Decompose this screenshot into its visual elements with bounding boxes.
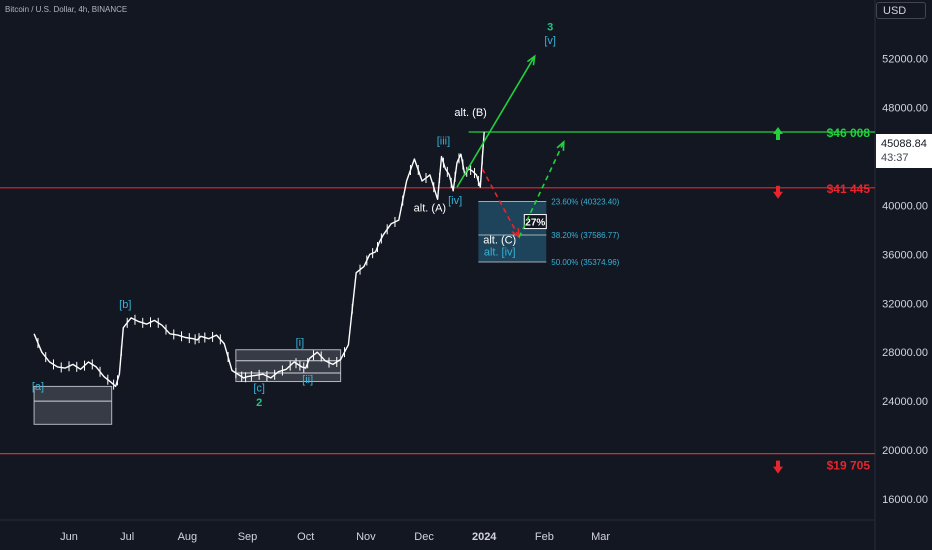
x-tick-label: Aug — [178, 531, 198, 543]
down-arrow-icon — [773, 460, 783, 474]
x-tick-label: Dec — [414, 531, 434, 543]
down-arrow-icon — [773, 185, 783, 199]
wave-label: [i] — [296, 337, 305, 349]
y-tick-label: 48000.00 — [882, 103, 928, 115]
chart-header: Bitcoin / U.S. Dollar, 4h, BINANCE — [5, 5, 128, 14]
projection-line — [481, 168, 520, 238]
zone-percent-text: 27% — [525, 218, 545, 229]
projection-line — [456, 55, 536, 188]
level-label: $41 445 — [827, 182, 871, 196]
x-tick-label: Feb — [535, 531, 554, 543]
x-tick-label: Mar — [591, 531, 610, 543]
current-price-value: 45088.84 — [881, 138, 927, 150]
projection-arrowhead — [511, 228, 521, 240]
wave-label: alt. [iv] — [484, 247, 516, 259]
wave-label: alt. (B) — [454, 107, 486, 119]
consolidation-box — [33, 385, 113, 425]
wave-label: 2 — [256, 397, 262, 409]
y-tick-label: 20000.00 — [882, 445, 928, 457]
projection-arrowhead — [556, 140, 565, 151]
projection-arrowhead — [526, 54, 536, 66]
x-tick-label: Oct — [297, 531, 314, 543]
y-tick-label: 16000.00 — [882, 494, 928, 506]
zone-percent-badge — [523, 214, 547, 230]
wave-label: 3 — [547, 22, 553, 34]
fib-level-label: 50.00% (35374.96) — [551, 258, 619, 267]
wave-label: alt. (C) — [483, 234, 516, 246]
x-tick-label: Sep — [238, 531, 258, 543]
current-price-label: 45088.84 43:37 — [876, 134, 932, 168]
fib-level-label: 23.60% (40323.40) — [551, 198, 619, 207]
currency-button[interactable]: USD — [876, 2, 926, 19]
y-tick-label: 36000.00 — [882, 249, 928, 261]
wave-label: [v] — [544, 35, 556, 47]
wave-label: [iv] — [448, 195, 462, 207]
fib-level-label: 38.20% (37586.77) — [551, 231, 619, 240]
wave-label: [c] — [253, 382, 265, 394]
x-tick-label: Jul — [120, 531, 134, 543]
wave-label: [a] — [32, 381, 44, 393]
y-tick-label: 28000.00 — [882, 347, 928, 359]
y-tick-label: 52000.00 — [882, 54, 928, 66]
level-label: $46 008 — [827, 126, 871, 140]
wave-label: [iii] — [437, 135, 450, 147]
x-tick-label: Nov — [356, 531, 376, 543]
bar-countdown: 43:37 — [881, 152, 909, 164]
x-tick-label: 2024 — [472, 531, 497, 543]
wave-label: [b] — [119, 299, 131, 311]
up-arrow-icon — [773, 127, 783, 141]
y-tick-label: 40000.00 — [882, 200, 928, 212]
price-series-line — [33, 132, 485, 388]
y-tick-label: 32000.00 — [882, 298, 928, 310]
y-tick-label: 24000.00 — [882, 396, 928, 408]
wave-label: alt. (A) — [414, 203, 446, 215]
x-tick-label: Jun — [60, 531, 78, 543]
wave-label: [ii] — [302, 374, 313, 386]
level-label: $19 705 — [827, 459, 871, 473]
